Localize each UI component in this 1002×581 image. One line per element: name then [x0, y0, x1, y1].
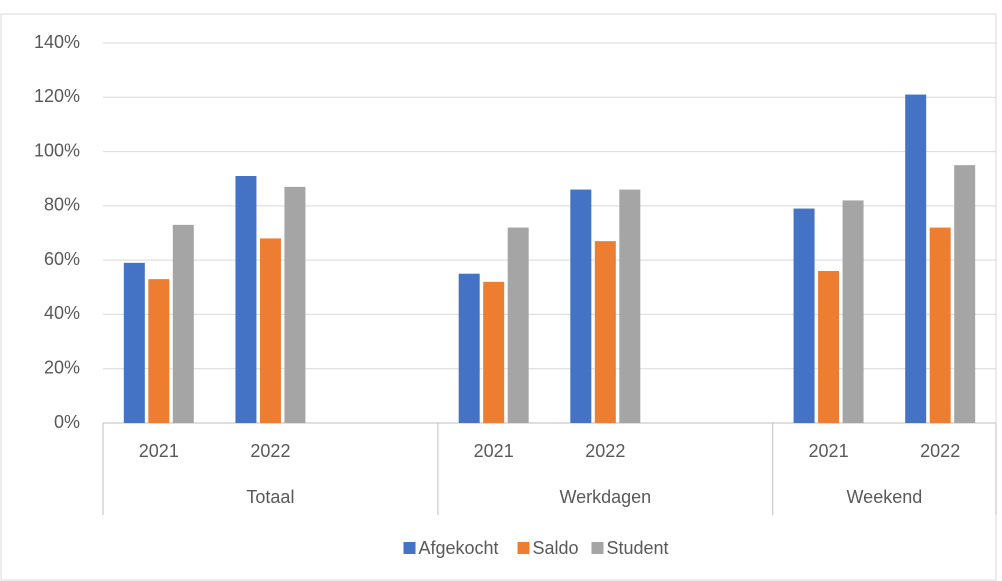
bar — [954, 165, 976, 423]
bar — [235, 176, 257, 423]
bar — [172, 224, 194, 423]
bar — [929, 227, 951, 423]
bar — [842, 200, 864, 423]
y-tick-label: 40% — [44, 303, 80, 323]
legend-swatch — [517, 542, 530, 554]
bar — [619, 189, 641, 423]
bar — [905, 94, 927, 424]
bar — [458, 273, 480, 423]
x-tick-label: 2022 — [250, 441, 290, 461]
bar — [594, 241, 616, 423]
bar — [507, 227, 529, 423]
x-tick-label: 2021 — [809, 441, 849, 461]
bar — [483, 281, 505, 423]
x-tick-label: 2022 — [920, 441, 960, 461]
y-tick-label: 0% — [54, 412, 80, 432]
y-tick-label: 140% — [34, 32, 80, 52]
x-tick-label: 2021 — [139, 441, 179, 461]
x-tick-label: 2022 — [585, 441, 625, 461]
legend-label: Student — [607, 538, 669, 558]
y-tick-label: 60% — [44, 249, 80, 269]
bar — [259, 238, 281, 423]
y-tick-label: 20% — [44, 357, 80, 377]
legend-label: Saldo — [533, 538, 579, 558]
y-tick-label: 80% — [44, 195, 80, 215]
group-label: Totaal — [246, 487, 294, 507]
group-label: Weekend — [847, 487, 923, 507]
legend-swatch — [591, 542, 604, 554]
bar — [148, 279, 170, 423]
bar — [123, 262, 145, 423]
bar — [818, 271, 840, 423]
y-tick-label: 100% — [34, 140, 80, 160]
bar — [793, 208, 815, 423]
group-label: Werkdagen — [559, 487, 651, 507]
y-tick-label: 120% — [34, 86, 80, 106]
bar — [284, 186, 306, 423]
legend-swatch — [403, 542, 416, 554]
bar — [570, 189, 592, 423]
legend-label: Afgekocht — [419, 538, 499, 558]
x-tick-label: 2021 — [474, 441, 514, 461]
